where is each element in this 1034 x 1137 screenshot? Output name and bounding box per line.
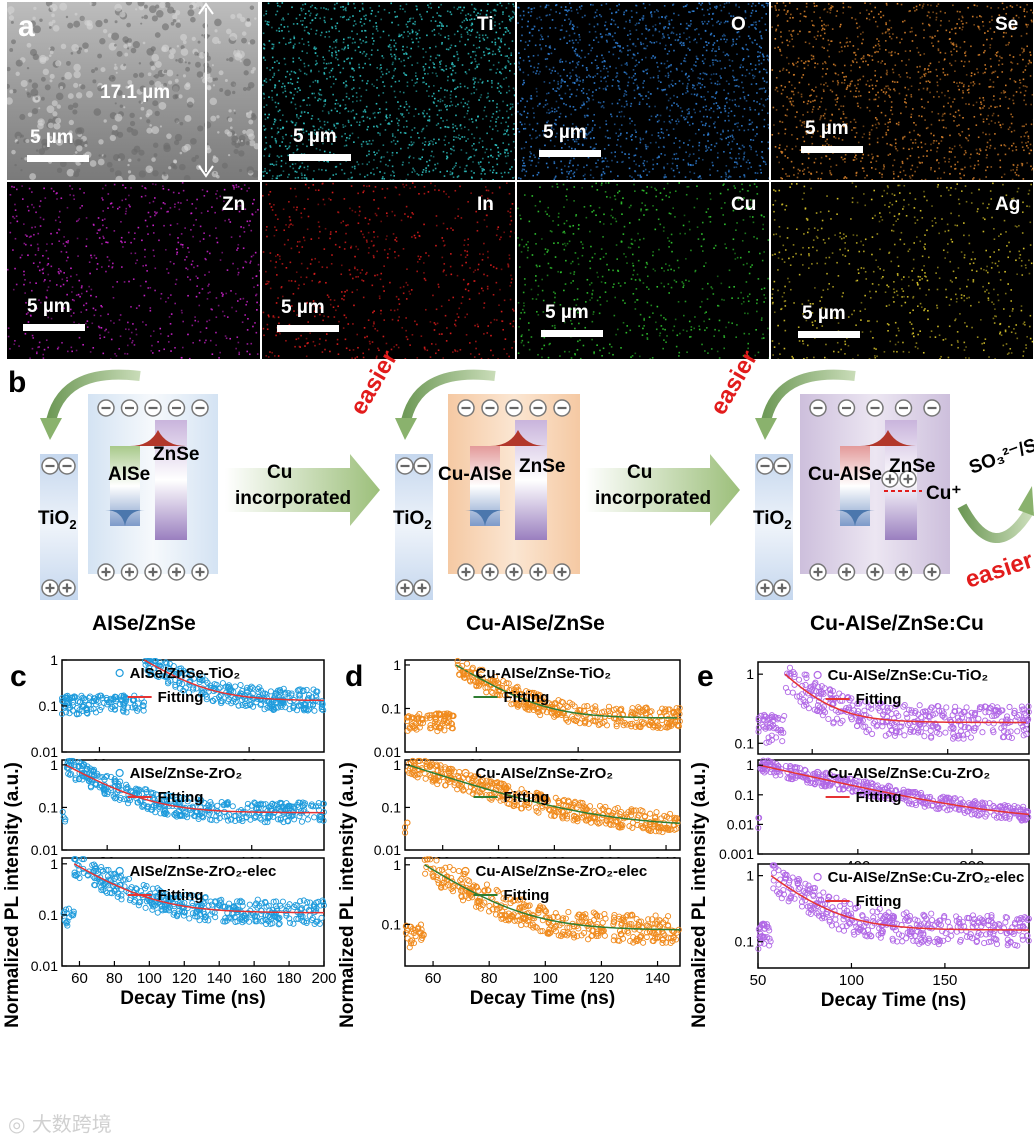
y-tick-label: 0.1 [735,735,755,751]
y-tick-label: 1 [50,856,58,872]
watermark-icon: ◎ [8,1112,32,1136]
y-tick-label: 0.1 [735,934,755,950]
y-tick-label: 1 [50,757,58,773]
legend-fit-label: Fitting [856,893,902,910]
y-tick-label: 0.1 [39,799,59,815]
panel-label: c [10,660,27,693]
x-tick-label: 140 [207,970,232,987]
y-tick-label: 1 [746,666,754,682]
panel-label: e [697,660,714,693]
panel-label: d [345,660,363,693]
x-tick-label: 100 [839,972,864,989]
x-tick-label: 120 [589,970,614,987]
legend-series-label: Cu-AISe/ZnSe-TiO₂ [476,665,612,682]
decay-chart-e-2: 10.10.010.001400800Cu-AISe/ZnSe:Cu-ZrO₂F… [719,757,1031,875]
x-tick-label: 160 [242,970,267,987]
legend-fit-label: Fitting [158,789,204,806]
y-tick-label: 0.1 [382,799,402,815]
y-tick-label: 0.01 [31,958,58,974]
legend-series-label: Cu-AISe/ZnSe:Cu-TiO₂ [828,667,989,684]
y-tick-label: 0.01 [727,816,754,832]
x-tick-label: 180 [277,970,302,987]
legend-series-label: Cu-AISe/ZnSe:Cu-ZrO₂-elec [828,869,1025,886]
x-axis-label: Decay Time (ns) [821,990,966,1011]
x-tick-label: 50 [750,972,767,989]
legend-fit-label: Fitting [504,887,550,904]
decay-chart-d-3: 1 0.1 60 80 100 120 140 Cu-AISe/ZnSe-ZrO₂-elec F… [382,857,682,1009]
x-tick-label: 200 [311,970,336,987]
legend-series-label: AISe/ZnSe-TiO₂ [130,665,241,682]
legend-fit-label: Fitting [158,689,204,706]
y-axis-label: Normalized PL intensity (a.u.) [2,762,23,1028]
x-axis-label: Decay Time (ns) [470,988,615,1009]
y-tick-label: 0.1 [39,698,59,714]
legend-fit-label: Fitting [856,789,902,806]
x-tick-label: 150 [932,972,957,989]
decay-chart-e-3: 1 0.1 50 100 150 Cu-AISe/ZnSe:Cu-ZrO₂-elec Fit… [735,863,1032,1011]
x-tick-label: 120 [172,970,197,987]
y-tick-label: 1 [746,868,754,884]
x-tick-label: 100 [137,970,162,987]
y-tick-label: 1 [746,757,754,773]
legend-fit-label: Fitting [504,789,550,806]
y-tick-label: 0.1 [735,787,755,803]
legend-series-label: Cu-AISe/ZnSe-ZrO₂ [476,765,614,782]
decay-chart-d-2: 10.10.0180120160200240Cu-AISe/ZnSe-ZrO₂F… [374,757,680,871]
y-tick-label: 1 [393,657,401,673]
y-tick-label: 0.1 [39,907,59,923]
y-tick-label: 0.1 [382,700,402,716]
legend-fit-label: Fitting [856,691,902,708]
legend-series-label: Cu-AISe/ZnSe-ZrO₂-elec [476,863,648,880]
x-tick-label: 80 [481,970,498,987]
y-axis-label: Normalized PL intensity (a.u.) [689,762,710,1028]
y-tick-label: 0.001 [719,846,754,862]
y-tick-label: 1 [50,652,58,668]
y-tick-label: 1 [393,857,401,873]
x-tick-label: 80 [106,970,123,987]
watermark-text: 大数跨境 [32,1112,112,1136]
y-tick-label: 0.01 [374,842,401,858]
y-axis-label: Normalized PL intensity (a.u.) [337,762,358,1028]
x-tick-label: 60 [425,970,442,987]
legend-fit-label: Fitting [504,689,550,706]
watermark: ◎ 大数跨境 [8,1108,112,1137]
y-tick-label: 0.1 [382,916,402,932]
legend-series-label: AISe/ZnSe-ZrO₂-elec [130,863,277,880]
legend-series-label: Cu-AISe/ZnSe:Cu-ZrO₂ [828,765,991,782]
x-tick-label: 100 [533,970,558,987]
y-tick-label: 1 [393,757,401,773]
decay-chart-c-3: 1 0.1 0.01 60 80 100 120 140 160 180 200 AISe/ZnSe-… [31,856,337,1009]
legend-fit-label: Fitting [158,887,204,904]
x-tick-label: 60 [71,970,88,987]
x-axis-label: Decay Time (ns) [120,988,265,1009]
legend-series-label: AISe/ZnSe-ZrO₂ [130,765,243,782]
x-tick-label: 140 [645,970,670,987]
